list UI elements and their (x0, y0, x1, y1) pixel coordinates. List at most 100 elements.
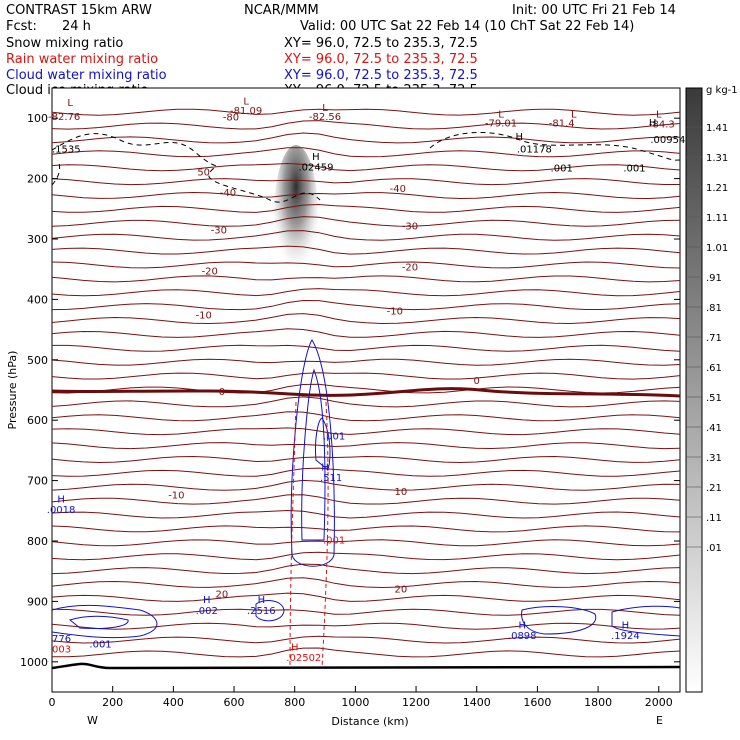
field-xy: XY= 96.0, 72.5 to 235.3, 72.5 (284, 52, 478, 67)
temperature-contour (52, 261, 680, 269)
x-tick-label: 600 (224, 696, 245, 709)
temperature-contour-label: -20 (202, 266, 218, 277)
temperature-contour (52, 358, 680, 366)
y-tick-label: 500 (27, 354, 48, 367)
temperature-contour (52, 372, 680, 380)
contour-annotation: .01178 (517, 145, 552, 156)
contour-annotation: -81.09 (230, 106, 262, 117)
contour-annotation: .002 (196, 606, 218, 617)
contour-annotation: H (57, 494, 65, 505)
cloud-water-contour (301, 368, 326, 541)
x-tick-label: 200 (102, 696, 123, 709)
colorbar-label: 1.21 (706, 183, 728, 194)
colorbar-label: 1.01 (706, 243, 728, 254)
temperature-contour-label: -80 (223, 112, 239, 123)
rain-water-contour (289, 401, 297, 669)
colorbar-label: .71 (706, 333, 722, 344)
x-tick-label: 1400 (463, 696, 491, 709)
colorbar-label: .51 (706, 393, 722, 404)
contour-annotation: .001 (623, 163, 645, 174)
temperature-contour (52, 608, 680, 616)
contour-annotation: .02459 (298, 163, 333, 174)
colorbar-label: .91 (706, 273, 722, 284)
contour-annotation: H (312, 152, 320, 163)
x-axis-title: Distance (km) (331, 715, 408, 728)
cloud-water-contour (315, 417, 331, 471)
y-tick-label: 800 (27, 535, 48, 548)
temperature-contour (52, 313, 680, 325)
x-tick-label: 400 (163, 696, 184, 709)
contour-annotation: 776 (52, 634, 71, 645)
cloud-water-contour (521, 606, 597, 635)
contour-annotation: H (515, 132, 523, 143)
temperature-contour (52, 203, 680, 213)
field-xy: XY= 96.0, 72.5 to 235.3, 72.5 (284, 36, 478, 51)
contour-annotation: 0 (474, 376, 480, 387)
colorbar-label: 1.11 (706, 213, 728, 224)
temperature-contour (52, 383, 680, 394)
cloud-water-contour (68, 615, 129, 629)
temperature-contour (52, 563, 680, 575)
colorbar-label: 1.41 (706, 123, 728, 134)
x-tick-label: 800 (284, 696, 305, 709)
contour-annotation: .2516 (247, 606, 276, 617)
contour-annotation: .02502 (286, 653, 321, 664)
cloud-ice-contour (429, 131, 680, 161)
field-name: Snow mixing ratio (6, 36, 123, 51)
cloud-water-contour (611, 605, 680, 637)
temperature-contour-label: 50 (197, 167, 210, 178)
contour-annotation: H (321, 462, 329, 473)
contour-annotations: -82.76-81.09-82.56-79.01 -81.4 -84.3L LLL L L… (47, 96, 686, 664)
temperature-contour (52, 328, 680, 338)
temperature-contour (52, 245, 680, 255)
temperature-contour (52, 551, 680, 561)
contour-annotation: H (203, 595, 211, 606)
contour-annotation: L (322, 103, 328, 114)
colorbar-unit: g kg-1 (706, 85, 738, 96)
contour-annotation: .001 (89, 639, 111, 650)
contour-annotation: H (622, 621, 630, 632)
temperature-contour (52, 539, 680, 547)
contour-annotation: -40 (390, 184, 406, 195)
center-name: NCAR/MMM (244, 3, 319, 18)
freezing-level-contour (52, 387, 680, 398)
temperature-contour-label: -30 (211, 225, 227, 236)
temperature-contour (52, 467, 680, 477)
temperature-contour (52, 120, 680, 130)
temperature-contour (52, 411, 680, 422)
temperature-contour (52, 635, 680, 644)
colorbar-label: .11 (706, 513, 722, 524)
y-tick-label: 400 (27, 293, 48, 306)
temperature-contour (52, 525, 680, 533)
field-name: Cloud water mixing ratio (6, 68, 167, 83)
temperature-contour (52, 288, 680, 297)
cloud-water-contour (255, 600, 285, 622)
cloud-ice-contour (52, 159, 61, 186)
temperature-contour-label: 0 (219, 387, 225, 398)
init-time: Init: 00 UTC Fri 21 Feb 14 (512, 3, 676, 18)
contour-annotation: L (243, 96, 249, 107)
y-tick-label: 900 (27, 595, 48, 608)
temperature-contour (52, 427, 680, 436)
contour-annotation: -82.56 (309, 112, 341, 123)
x-tick-label: 2000 (645, 696, 673, 709)
x-tick-label: 0 (49, 696, 56, 709)
temperature-contour-label: 20 (216, 590, 229, 601)
contour-annotation: .1535 (52, 145, 81, 156)
contour-annotation: H (518, 621, 526, 632)
plot-content (52, 108, 680, 670)
temperature-contours (52, 108, 680, 658)
field-name: Rain water mixing ratio (6, 52, 158, 67)
temperature-contour (52, 509, 680, 519)
rain-water-contour (321, 401, 329, 669)
contour-annotation: -82.76 (48, 112, 80, 123)
west-label: W (87, 714, 98, 727)
x-tick-label: 1000 (341, 696, 369, 709)
contour-annotation: .1924 (611, 631, 640, 642)
contour-annotation: .0898 (508, 631, 537, 642)
y-tick-label: 700 (27, 475, 48, 488)
temperature-contour (52, 344, 680, 352)
temperature-contour-label: -10 (168, 490, 184, 501)
temperature-contour-label: -40 (220, 188, 236, 199)
